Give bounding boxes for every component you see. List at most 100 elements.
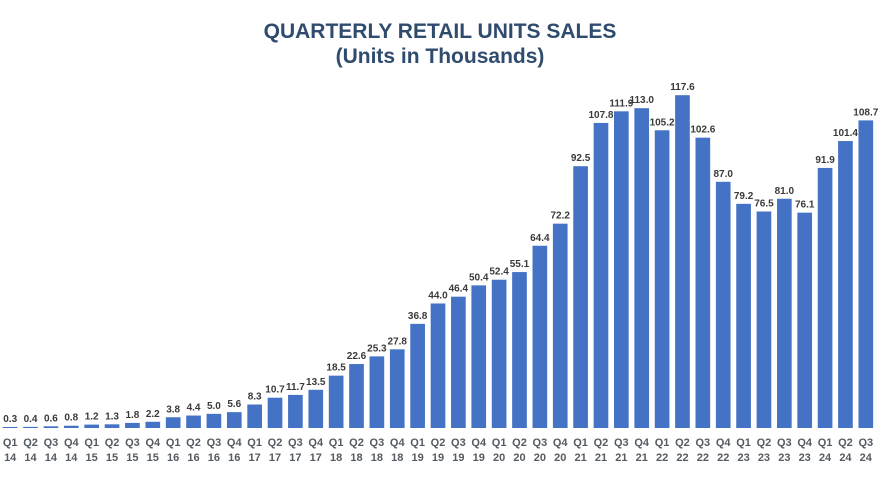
x-tick-quarter: Q3	[288, 437, 303, 449]
x-tick-quarter: Q4	[716, 437, 732, 449]
bar-q4-23	[797, 212, 813, 428]
x-tick-quarter: Q3	[125, 437, 140, 449]
x-tick-year: 21	[615, 452, 627, 464]
x-tick-year: 23	[799, 452, 811, 464]
bar-q3-22	[695, 137, 711, 428]
x-tick-quarter: Q3	[777, 437, 792, 449]
x-tick-year: 21	[636, 452, 648, 464]
x-tick-quarter: Q2	[431, 437, 446, 449]
data-label: 107.8	[588, 110, 613, 121]
data-label: 22.6	[347, 351, 367, 362]
data-label: 64.4	[530, 233, 550, 244]
data-label: 79.2	[734, 191, 754, 202]
bar-q1-20	[491, 279, 507, 428]
bar-q1-16	[165, 417, 181, 428]
x-tick-year: 16	[228, 452, 240, 464]
data-label: 113.0	[629, 95, 654, 106]
x-tick-year: 21	[595, 452, 607, 464]
x-tick-year: 18	[391, 452, 403, 464]
data-label: 81.0	[775, 186, 795, 197]
x-tick-year: 22	[656, 452, 668, 464]
data-label: 3.8	[166, 404, 180, 415]
bar-q2-16	[186, 415, 201, 428]
x-tick-year: 23	[778, 452, 790, 464]
bar-q1-21	[573, 166, 588, 428]
bar-q4-19	[471, 285, 487, 428]
x-tick-quarter: Q2	[105, 437, 120, 449]
x-tick-quarter: Q2	[512, 437, 527, 449]
chart-title: QUARTERLY RETAIL UNITS SALES	[263, 20, 617, 43]
x-tick-year: 15	[86, 452, 98, 464]
data-label: 25.3	[367, 343, 387, 354]
data-label: 76.1	[795, 200, 815, 211]
x-tick-year: 16	[208, 452, 220, 464]
bar-q1-17	[247, 404, 262, 428]
x-tick-quarter: Q3	[44, 437, 59, 449]
data-label: 1.8	[125, 410, 139, 421]
x-tick-year: 16	[167, 452, 179, 464]
bar-q2-21	[593, 122, 609, 429]
x-tick-quarter: Q2	[757, 437, 772, 449]
x-tick-quarter: Q3	[207, 437, 222, 449]
bar-q1-22	[654, 130, 670, 428]
bar-q4-15	[145, 421, 161, 428]
x-tick-year: 24	[860, 452, 873, 464]
data-label: 11.7	[286, 382, 305, 393]
x-tick-quarter: Q4	[553, 437, 569, 449]
x-tick-quarter: Q1	[736, 437, 751, 449]
bar-q4-14	[63, 425, 79, 428]
x-tick-year: 23	[758, 452, 770, 464]
x-tick-quarter: Q1	[655, 437, 670, 449]
x-tick-year: 17	[269, 452, 281, 464]
bar-q4-21	[634, 108, 650, 429]
x-tick-year: 24	[819, 452, 832, 464]
x-tick-quarter: Q2	[594, 437, 609, 449]
x-tick-quarter: Q4	[145, 437, 161, 449]
bar-q2-22	[675, 95, 690, 428]
bar-q4-22	[715, 181, 731, 428]
x-tick-year: 20	[554, 452, 566, 464]
bar-q3-18	[369, 356, 385, 428]
x-tick-year: 14	[65, 452, 78, 464]
data-label: 27.8	[388, 336, 408, 347]
data-label: 0.4	[24, 414, 38, 425]
data-label: 87.0	[713, 169, 733, 180]
data-label: 0.3	[3, 414, 17, 425]
bar-q1-23	[736, 203, 751, 428]
x-tick-quarter: Q1	[84, 437, 99, 449]
x-tick-quarter: Q2	[186, 437, 201, 449]
x-tick-year: 18	[330, 452, 342, 464]
x-tick-year: 19	[473, 452, 485, 464]
data-label: 5.6	[227, 399, 241, 410]
x-tick-year: 14	[4, 452, 17, 464]
data-label: 72.2	[550, 211, 570, 222]
x-tick-quarter: Q3	[695, 437, 710, 449]
bar-q4-20	[552, 223, 568, 428]
x-tick-quarter: Q3	[858, 437, 873, 449]
x-tick-year: 20	[493, 452, 505, 464]
data-label: 0.6	[44, 413, 58, 424]
x-tick-year: 18	[371, 452, 383, 464]
x-tick-year: 19	[412, 452, 424, 464]
data-label: 91.9	[815, 155, 835, 166]
x-tick-year: 14	[45, 452, 58, 464]
x-tick-year: 19	[432, 452, 444, 464]
x-tick-quarter: Q4	[308, 437, 324, 449]
bar-q1-19	[410, 323, 425, 428]
x-tick-year: 21	[574, 452, 586, 464]
bar-q2-17	[267, 397, 283, 428]
x-tick-quarter: Q4	[64, 437, 80, 449]
data-label: 44.0	[428, 290, 448, 301]
x-tick-quarter: Q4	[634, 437, 650, 449]
x-tick-year: 15	[126, 452, 138, 464]
bar-q1-15	[84, 424, 100, 428]
bar-q3-14	[43, 426, 59, 428]
x-tick-quarter: Q2	[268, 437, 283, 449]
x-tick-quarter: Q1	[573, 437, 588, 449]
data-label: 117.6	[670, 82, 695, 93]
data-label: 105.2	[650, 117, 675, 128]
x-tick-year: 20	[534, 452, 546, 464]
x-tick-quarter: Q1	[410, 437, 425, 449]
data-label: 101.4	[833, 128, 858, 139]
x-tick-year: 22	[717, 452, 729, 464]
